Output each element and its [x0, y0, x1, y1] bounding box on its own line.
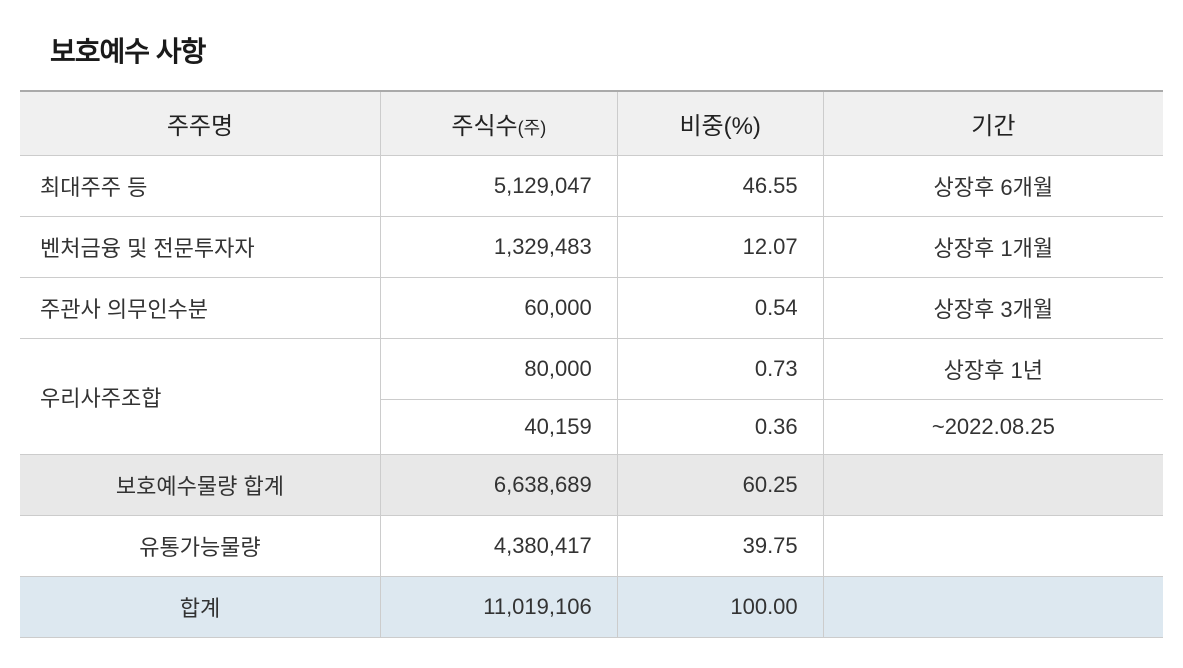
table-header-row: 주주명 주식수(주) 비중(%) 기간 — [20, 91, 1163, 156]
table-row: 주관사 의무인수분 60,000 0.54 상장후 3개월 — [20, 278, 1163, 339]
cell-ratio: 0.73 — [617, 339, 823, 400]
subtotal-row: 보호예수물량 합계 6,638,689 60.25 — [20, 455, 1163, 516]
total-period — [823, 577, 1163, 638]
cell-period: 상장후 6개월 — [823, 156, 1163, 217]
total-row: 합계 11,019,106 100.00 — [20, 577, 1163, 638]
subtotal-label: 보호예수물량 합계 — [20, 455, 380, 516]
table-row: 최대주주 등 5,129,047 46.55 상장후 6개월 — [20, 156, 1163, 217]
tradable-ratio: 39.75 — [617, 516, 823, 577]
tradable-label: 유통가능물량 — [20, 516, 380, 577]
header-shareholder: 주주명 — [20, 91, 380, 156]
total-shares: 11,019,106 — [380, 577, 617, 638]
cell-name: 주관사 의무인수분 — [20, 278, 380, 339]
cell-shares: 5,129,047 — [380, 156, 617, 217]
lockup-table: 주주명 주식수(주) 비중(%) 기간 최대주주 등 5,129,047 46.… — [20, 90, 1163, 638]
tradable-row: 유통가능물량 4,380,417 39.75 — [20, 516, 1163, 577]
subtotal-period — [823, 455, 1163, 516]
cell-ratio: 0.36 — [617, 400, 823, 455]
table-row-merged: 우리사주조합 80,000 0.73 상장후 1년 — [20, 339, 1163, 400]
cell-shares: 80,000 — [380, 339, 617, 400]
cell-period: 상장후 3개월 — [823, 278, 1163, 339]
cell-shares: 40,159 — [380, 400, 617, 455]
lockup-table-container: 보호예수 사항 주주명 주식수(주) 비중(%) 기간 최대주주 등 5,129… — [20, 30, 1163, 638]
subtotal-ratio: 60.25 — [617, 455, 823, 516]
cell-name: 벤처금융 및 전문투자자 — [20, 217, 380, 278]
header-shares: 주식수(주) — [380, 91, 617, 156]
cell-period: ~2022.08.25 — [823, 400, 1163, 455]
cell-shares: 60,000 — [380, 278, 617, 339]
cell-shares: 1,329,483 — [380, 217, 617, 278]
cell-ratio: 0.54 — [617, 278, 823, 339]
subtotal-shares: 6,638,689 — [380, 455, 617, 516]
total-label: 합계 — [20, 577, 380, 638]
table-row: 벤처금융 및 전문투자자 1,329,483 12.07 상장후 1개월 — [20, 217, 1163, 278]
tradable-shares: 4,380,417 — [380, 516, 617, 577]
cell-name: 최대주주 등 — [20, 156, 380, 217]
header-period: 기간 — [823, 91, 1163, 156]
cell-ratio: 46.55 — [617, 156, 823, 217]
tradable-period — [823, 516, 1163, 577]
total-ratio: 100.00 — [617, 577, 823, 638]
section-title: 보호예수 사항 — [20, 30, 1163, 70]
header-ratio: 비중(%) — [617, 91, 823, 156]
cell-period: 상장후 1개월 — [823, 217, 1163, 278]
cell-name-merged: 우리사주조합 — [20, 339, 380, 455]
cell-ratio: 12.07 — [617, 217, 823, 278]
cell-period: 상장후 1년 — [823, 339, 1163, 400]
